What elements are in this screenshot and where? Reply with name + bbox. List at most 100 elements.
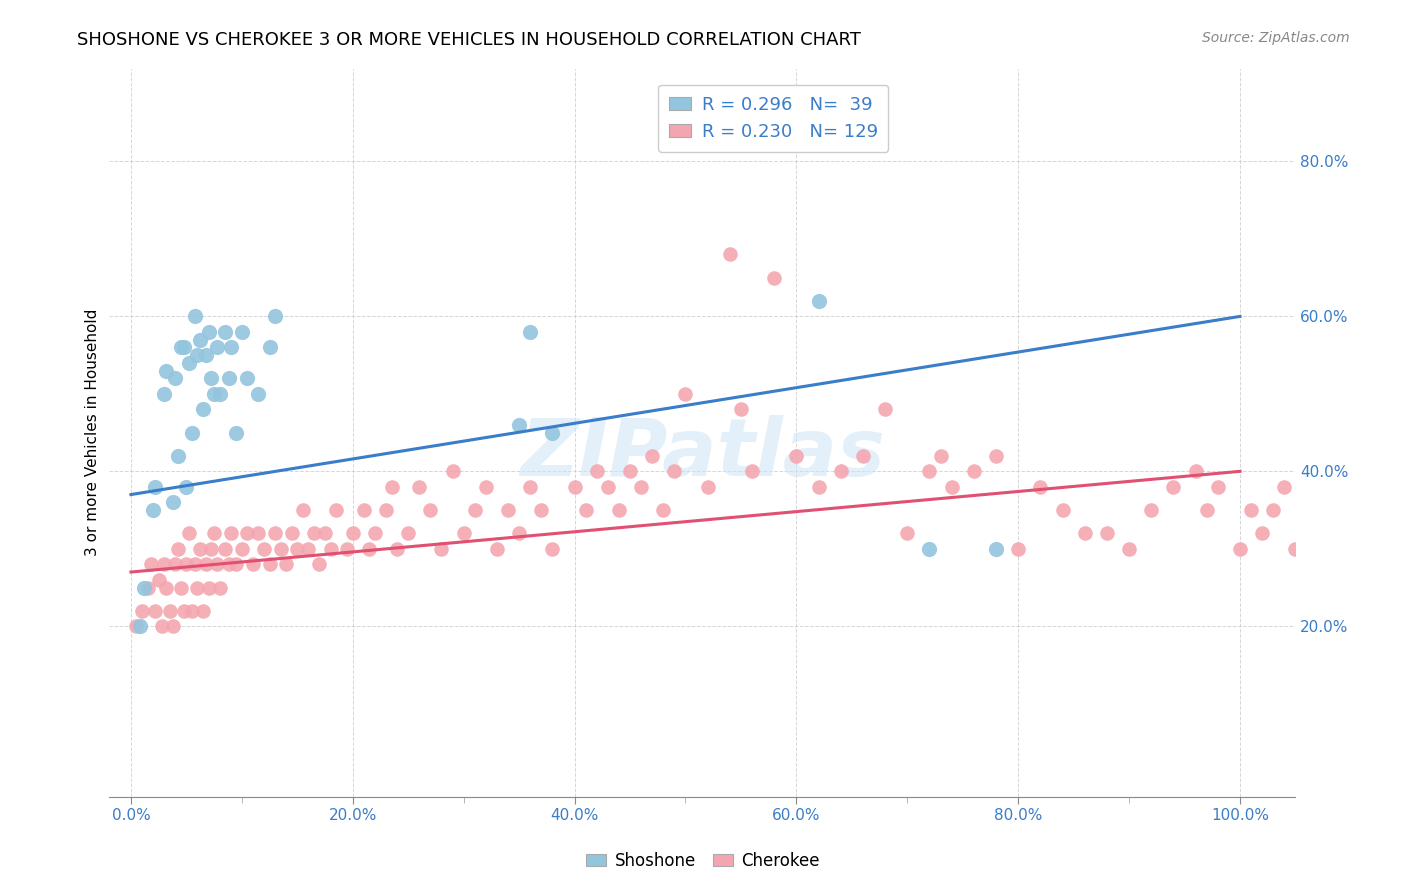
Point xyxy=(291,503,314,517)
Point xyxy=(763,270,786,285)
Point xyxy=(475,480,498,494)
Point xyxy=(1351,697,1374,711)
Point xyxy=(166,541,188,556)
Point xyxy=(242,558,264,572)
Point xyxy=(225,558,247,572)
Point xyxy=(1184,464,1206,478)
Point xyxy=(276,558,298,572)
Point xyxy=(207,558,229,572)
Point xyxy=(200,541,222,556)
Point xyxy=(162,619,184,633)
Point xyxy=(652,503,675,517)
Point xyxy=(485,541,508,556)
Point xyxy=(197,325,219,339)
Point xyxy=(929,449,952,463)
Point xyxy=(575,503,598,517)
Point xyxy=(564,480,586,494)
Point xyxy=(219,526,242,541)
Point xyxy=(159,604,181,618)
Point xyxy=(1295,503,1317,517)
Point xyxy=(641,449,664,463)
Point xyxy=(176,480,198,494)
Point xyxy=(1007,541,1029,556)
Point xyxy=(148,573,170,587)
Point xyxy=(519,325,541,339)
Point xyxy=(195,348,218,362)
Point xyxy=(150,619,173,633)
Point xyxy=(453,526,475,541)
Point xyxy=(1362,712,1385,726)
Point xyxy=(852,449,875,463)
Point xyxy=(259,558,281,572)
Point xyxy=(530,503,553,517)
Point xyxy=(208,581,231,595)
Text: ZIPatlas: ZIPatlas xyxy=(520,416,884,493)
Point xyxy=(188,541,211,556)
Point xyxy=(155,364,177,378)
Point xyxy=(281,526,304,541)
Point xyxy=(177,356,200,370)
Point xyxy=(696,480,718,494)
Point xyxy=(1095,526,1118,541)
Point xyxy=(342,526,364,541)
Point xyxy=(214,325,236,339)
Point xyxy=(630,480,652,494)
Point xyxy=(664,464,686,478)
Text: SHOSHONE VS CHEROKEE 3 OR MORE VEHICLES IN HOUSEHOLD CORRELATION CHART: SHOSHONE VS CHEROKEE 3 OR MORE VEHICLES … xyxy=(77,31,862,49)
Point xyxy=(128,619,150,633)
Point xyxy=(1029,480,1052,494)
Point xyxy=(963,464,986,478)
Point xyxy=(142,503,165,517)
Point xyxy=(508,526,530,541)
Point xyxy=(166,449,188,463)
Point xyxy=(1140,503,1163,517)
Point xyxy=(896,526,918,541)
Point xyxy=(408,480,430,494)
Point xyxy=(1284,541,1306,556)
Point xyxy=(285,541,308,556)
Point xyxy=(830,464,852,478)
Point xyxy=(984,541,1007,556)
Point xyxy=(585,464,607,478)
Point xyxy=(1372,480,1395,494)
Y-axis label: 3 or more Vehicles in Household: 3 or more Vehicles in Household xyxy=(86,309,100,557)
Point xyxy=(918,464,941,478)
Point xyxy=(177,526,200,541)
Point xyxy=(191,604,214,618)
Point xyxy=(807,480,830,494)
Point xyxy=(364,526,387,541)
Point xyxy=(184,558,207,572)
Point xyxy=(496,503,519,517)
Point xyxy=(1240,503,1263,517)
Point xyxy=(519,480,541,494)
Point xyxy=(675,387,697,401)
Point xyxy=(253,541,276,556)
Point xyxy=(1340,604,1362,618)
Point xyxy=(1206,480,1229,494)
Point xyxy=(875,402,897,417)
Point xyxy=(143,604,166,618)
Point xyxy=(1229,541,1251,556)
Point xyxy=(264,526,287,541)
Point xyxy=(1317,558,1340,572)
Point xyxy=(162,495,184,509)
Point xyxy=(170,340,193,354)
Point xyxy=(785,449,807,463)
Point xyxy=(336,541,359,556)
Point xyxy=(1118,541,1140,556)
Point xyxy=(308,558,330,572)
Point xyxy=(430,541,453,556)
Point xyxy=(381,480,404,494)
Point xyxy=(596,480,619,494)
Point xyxy=(155,581,177,595)
Point xyxy=(247,526,270,541)
Point xyxy=(131,604,153,618)
Point xyxy=(264,310,287,324)
Point xyxy=(419,503,441,517)
Point xyxy=(143,480,166,494)
Point xyxy=(297,541,319,556)
Point xyxy=(607,503,630,517)
Point xyxy=(173,604,195,618)
Point xyxy=(1384,634,1406,648)
Point xyxy=(375,503,398,517)
